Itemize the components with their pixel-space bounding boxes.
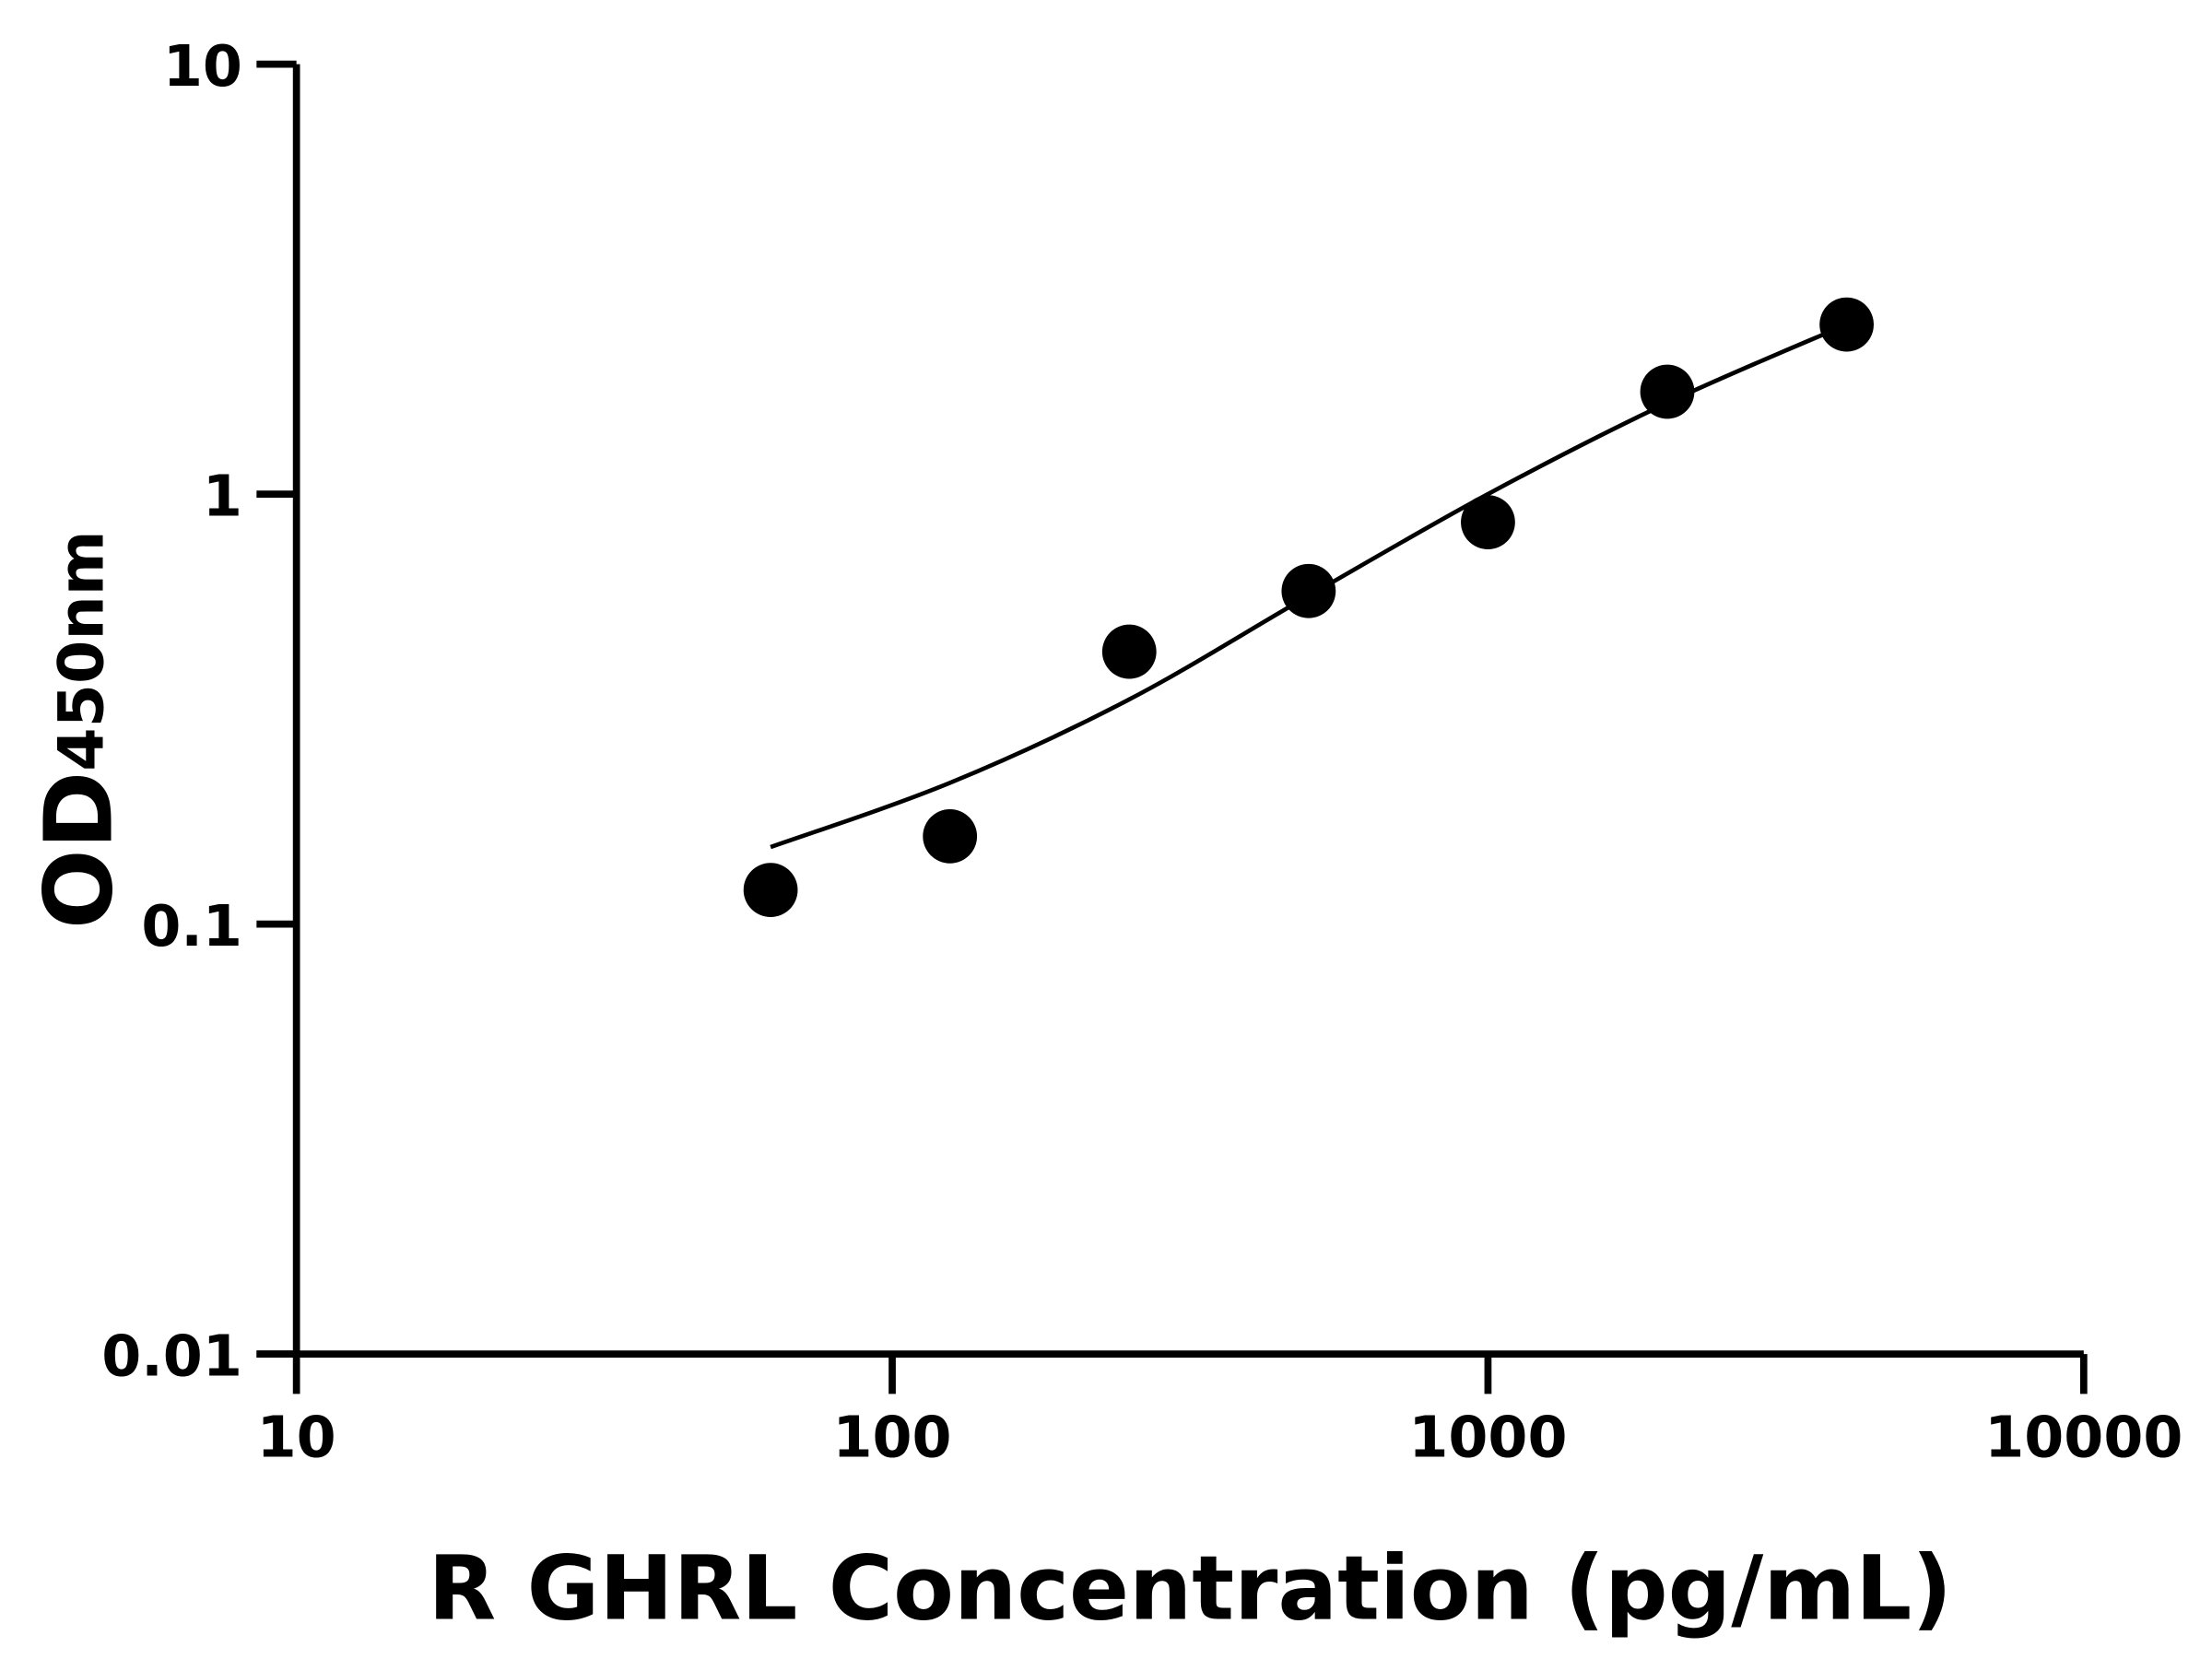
data-point [1281,563,1336,618]
data-point [1819,297,1874,352]
data-points [743,297,1874,918]
x-tick-label: 10 [257,1404,336,1470]
y-axis-label: OD450nm [25,530,135,929]
tick-labels: 10 100 1000 10000 0.01 0.1 1 10 [101,33,2183,1471]
x-tick-label: 1000 [1408,1404,1567,1470]
data-point [1640,364,1695,419]
data-point [923,808,978,864]
y-tick-label: 1 [203,463,242,529]
y-axis-label-main: OD [25,771,135,929]
x-tick-label: 10000 [1984,1404,2183,1470]
data-point [1461,495,1515,550]
x-tick-label: 100 [832,1404,951,1470]
data-point [743,863,798,918]
data-point [1101,624,1157,679]
y-tick-label: 0.01 [101,1323,242,1389]
y-tick-label: 0.1 [141,893,242,959]
y-tick-label: 10 [163,33,242,100]
x-axis-label: R GHRL Concentration (pg/mL) [428,1537,1952,1641]
y-axis-label-subscript: 450nm [45,530,118,771]
axes [256,60,2088,1394]
